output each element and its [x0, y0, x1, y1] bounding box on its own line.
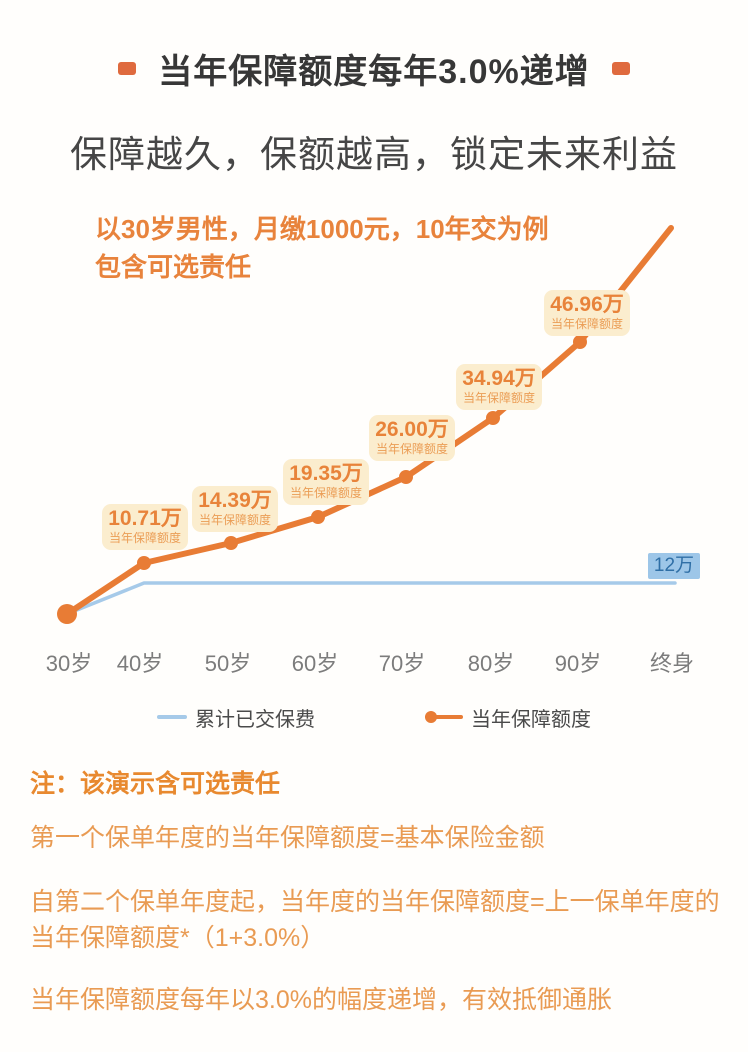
note-item-3: 当年保障额度每年以3.0%的幅度递增，有效抵御通胀 [30, 986, 612, 1014]
note-heading: 注：该演示含可选责任 [30, 770, 281, 798]
chart-annotation-line1: 以30岁男性，月缴1000元，10年交为例 [95, 214, 549, 244]
data-label-80-value: 34.94万 [462, 367, 536, 390]
chart-legend: 累计已交保费 当年保障额度 [0, 702, 748, 732]
legend-premium-label: 累计已交保费 [195, 708, 315, 731]
data-label-60-caption: 当年保障额度 [289, 486, 362, 500]
chart-annotation-line2: 包含可选责任 [95, 252, 252, 282]
x-tick-lifetime: 终身 [649, 651, 695, 676]
x-tick-40: 40岁 [116, 651, 164, 676]
data-label-70-caption: 当年保障额度 [375, 442, 448, 456]
data-label-90: 46.96万 当年保障额度 [544, 290, 630, 336]
coverage-line-icon [425, 711, 463, 723]
legend-item-coverage[interactable]: 当年保障额度 [425, 703, 591, 732]
data-label-60: 19.35万 当年保障额度 [283, 459, 369, 505]
note-item-1: 第一个保单年度的当年保障额度=基本保险金额 [30, 824, 545, 852]
page-header: 当年保障额度每年3.0%递增 [0, 44, 748, 93]
coverage-point-30 [57, 604, 77, 624]
x-tick-60: 60岁 [291, 651, 339, 676]
x-tick-30: 30岁 [45, 651, 93, 676]
data-label-80-caption: 当年保障额度 [462, 391, 535, 405]
title-dash-left-icon [118, 62, 137, 75]
data-label-50-value: 14.39万 [198, 489, 272, 512]
data-label-70: 26.00万 当年保障额度 [369, 415, 455, 461]
x-tick-90: 90岁 [554, 651, 602, 676]
premium-line-series [65, 581, 677, 616]
legend-item-premium[interactable]: 累计已交保费 [157, 703, 315, 732]
legend-coverage-label: 当年保障额度 [471, 708, 591, 731]
data-label-50: 14.39万 当年保障额度 [192, 486, 278, 532]
data-label-60-value: 19.35万 [289, 462, 363, 485]
data-label-70-value: 26.00万 [375, 418, 449, 441]
data-label-90-caption: 当年保障额度 [550, 317, 623, 331]
data-label-40-caption: 当年保障额度 [108, 531, 181, 545]
data-label-40: 10.71万 当年保障额度 [102, 504, 188, 550]
note-item-2: 自第二个保单年度起，当年度的当年保障额度=上一保单年度的当年保障额度*（1+3.… [30, 888, 720, 952]
data-label-80: 34.94万 当年保障额度 [456, 364, 542, 410]
premium-value-badge: 12万 [648, 553, 700, 579]
page-subtitle: 保障越久，保额越高，锁定未来利益 [70, 134, 678, 175]
coverage-point-90 [573, 335, 587, 349]
data-label-50-caption: 当年保障额度 [198, 513, 271, 527]
x-tick-50: 50岁 [204, 651, 252, 676]
title-dash-right-icon [611, 62, 630, 75]
coverage-point-40 [137, 556, 151, 570]
chart-annotation: 以30岁男性，月缴1000元，10年交为例 包含可选责任 [95, 210, 549, 286]
page-title: 当年保障额度每年3.0%递增 [158, 53, 590, 91]
coverage-point-50 [224, 536, 238, 550]
x-tick-80: 80岁 [467, 651, 515, 676]
data-label-90-value: 46.96万 [550, 293, 624, 316]
coverage-point-60 [311, 510, 325, 524]
data-label-40-value: 10.71万 [108, 507, 182, 530]
x-tick-70: 70岁 [378, 651, 426, 676]
premium-line-icon [157, 715, 187, 719]
coverage-point-80 [486, 411, 500, 425]
coverage-point-70 [399, 470, 413, 484]
